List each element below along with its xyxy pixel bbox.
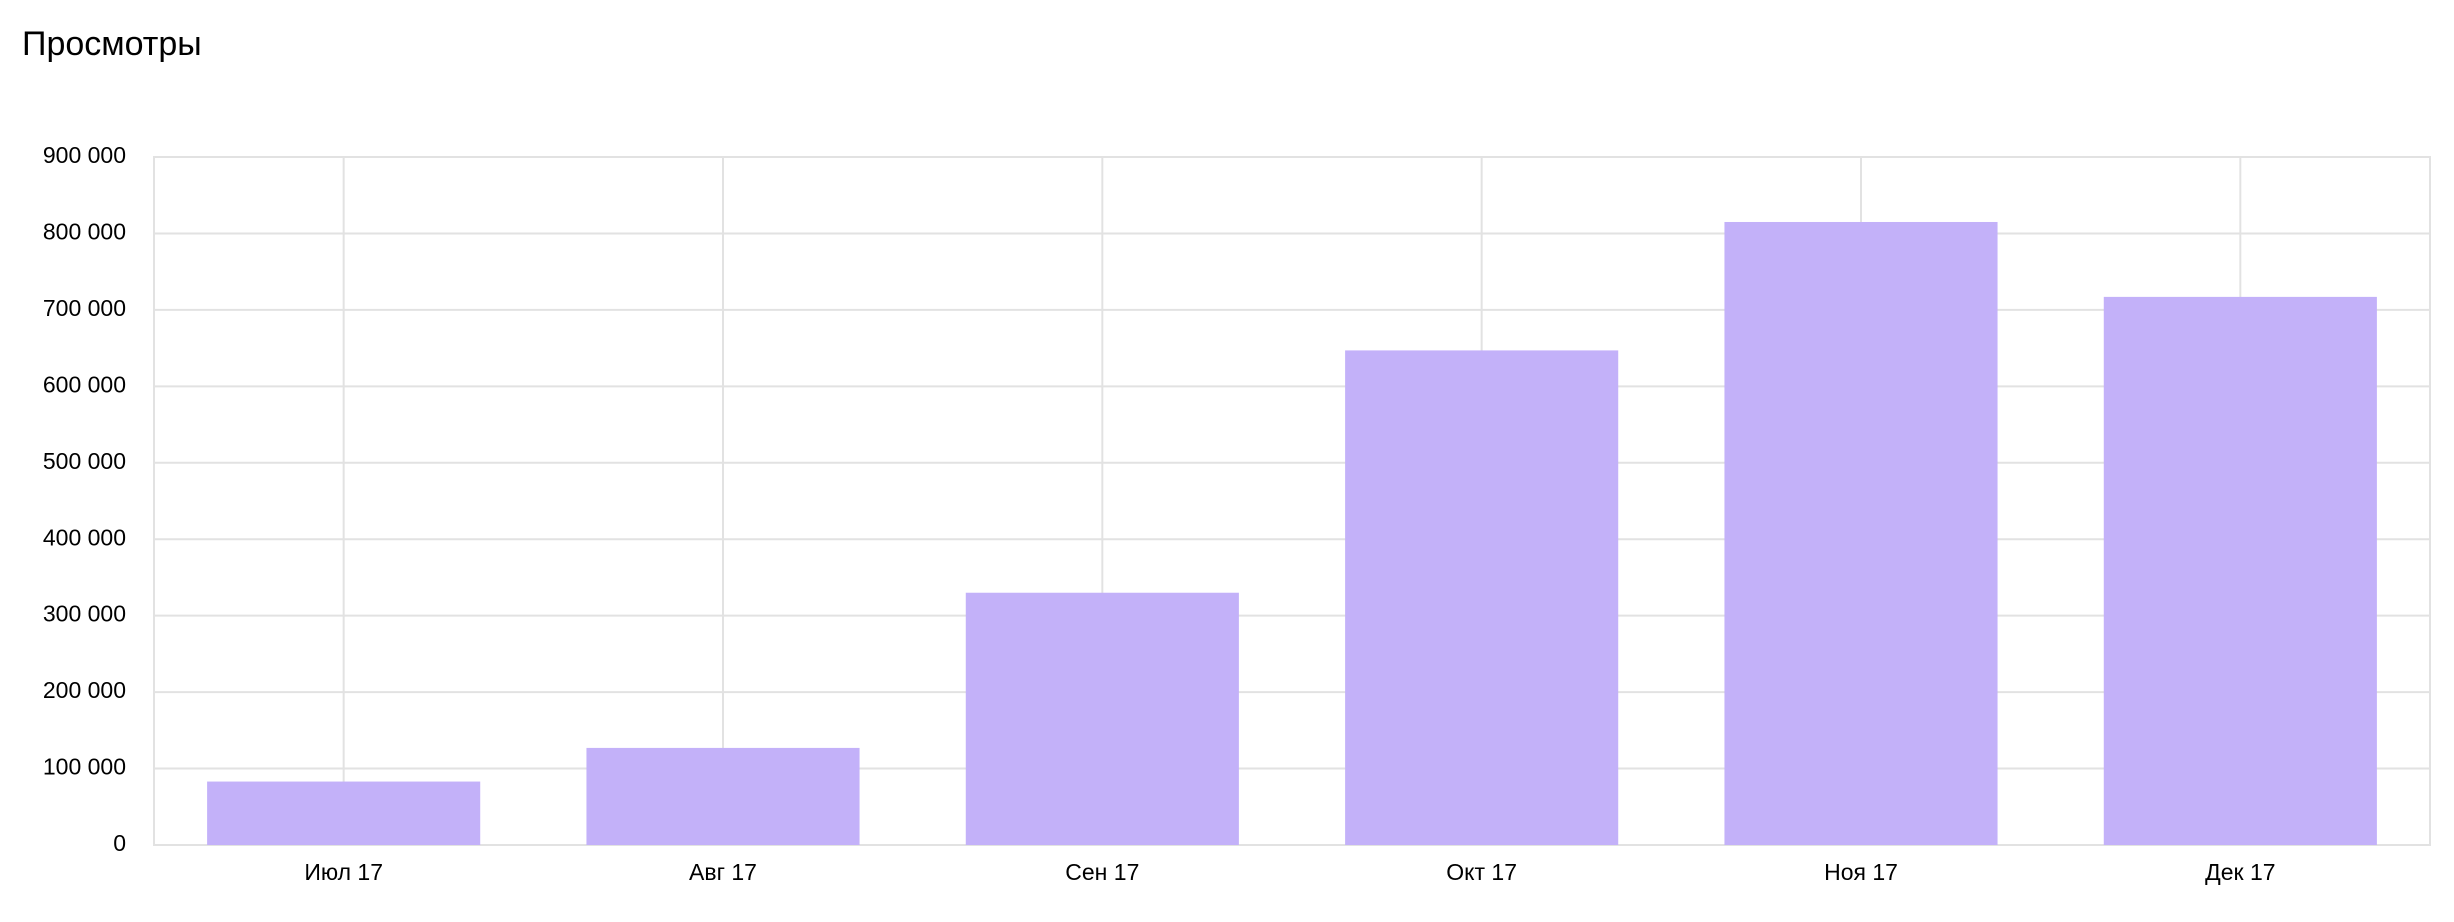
bar — [965, 592, 1239, 845]
y-tick-label: 400 000 — [43, 524, 126, 550]
y-tick-label: 200 000 — [43, 677, 126, 703]
y-tick-label: 0 — [113, 830, 126, 856]
y-tick-label: 600 000 — [43, 371, 126, 397]
plot-border — [153, 156, 2431, 846]
x-tick-label: Ноя 17 — [1824, 859, 1898, 885]
y-tick-label: 100 000 — [43, 754, 126, 780]
y-tick-label: 800 000 — [43, 219, 126, 245]
y-tick-label: 500 000 — [43, 448, 126, 474]
x-tick-label: Дек 17 — [2205, 859, 2275, 885]
bar — [1724, 221, 1998, 845]
x-tick-label: Июл 17 — [304, 859, 383, 885]
y-tick-label: 300 000 — [43, 601, 126, 627]
bar — [207, 781, 481, 845]
x-tick-label: Окт 17 — [1446, 859, 1517, 885]
bar — [1345, 350, 1619, 845]
y-tick-label: 700 000 — [43, 295, 126, 321]
bar — [586, 747, 860, 845]
y-tick-label: 900 000 — [43, 142, 126, 168]
x-tick-label: Авг 17 — [689, 859, 757, 885]
bar — [2103, 296, 2377, 846]
x-tick-label: Сен 17 — [1065, 859, 1139, 885]
chart-title: Просмотры — [22, 25, 202, 63]
